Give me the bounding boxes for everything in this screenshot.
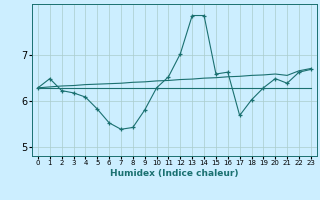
X-axis label: Humidex (Indice chaleur): Humidex (Indice chaleur) bbox=[110, 169, 239, 178]
